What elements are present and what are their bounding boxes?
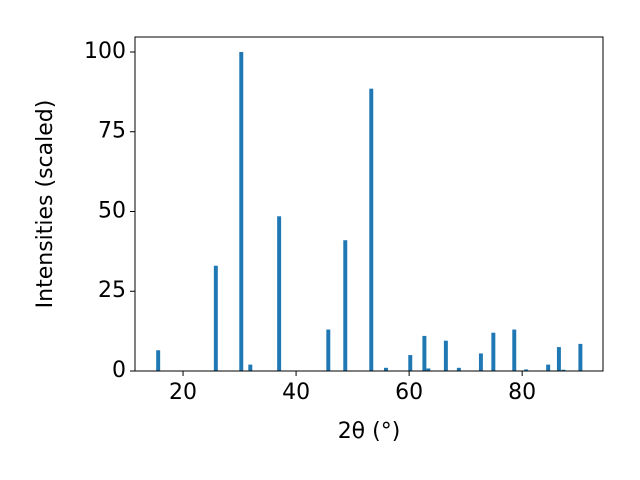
plot-frame [134, 36, 604, 372]
bar [156, 350, 161, 371]
bar [491, 332, 496, 371]
x-axis-label: 2θ (°) [338, 419, 401, 444]
x-tick-label: 40 [282, 380, 310, 405]
bar [239, 51, 244, 371]
bar [277, 216, 282, 371]
bar [443, 340, 448, 371]
y-axis-label: Intensities (scaled) [33, 100, 58, 309]
x-tick-label: 60 [395, 380, 423, 405]
y-tick-label: 25 [98, 278, 126, 303]
bar [369, 88, 374, 372]
y-tick-label: 100 [84, 39, 126, 64]
x-tick-label: 80 [508, 380, 536, 405]
y-tick-label: 50 [98, 198, 126, 223]
bar [524, 369, 529, 371]
bar [426, 368, 431, 371]
bar [422, 335, 427, 371]
bar [578, 343, 583, 371]
bar [556, 347, 561, 371]
bar [213, 265, 218, 371]
bar [383, 367, 388, 371]
bar [478, 353, 483, 371]
y-tick-label: 75 [98, 119, 126, 144]
x-tick-label: 20 [169, 380, 197, 405]
bar [512, 329, 517, 371]
bar [456, 367, 461, 371]
bar [343, 240, 348, 371]
bar [248, 364, 253, 371]
bar [408, 355, 413, 371]
bar [546, 364, 551, 371]
bar [561, 369, 566, 371]
y-tick-label: 0 [112, 358, 126, 383]
bar [326, 329, 331, 371]
